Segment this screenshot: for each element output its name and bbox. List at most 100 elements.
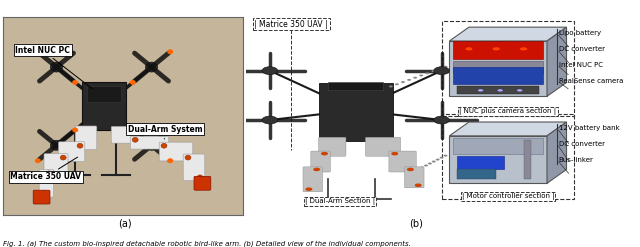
Polygon shape: [547, 122, 566, 183]
Text: DC converter: DC converter: [559, 46, 605, 52]
Ellipse shape: [407, 168, 414, 171]
Ellipse shape: [46, 171, 52, 176]
Text: Lipo battery: Lipo battery: [559, 30, 601, 36]
Ellipse shape: [444, 155, 447, 157]
Ellipse shape: [51, 62, 63, 72]
Text: | NUC plus camera section |: | NUC plus camera section |: [460, 108, 557, 115]
Ellipse shape: [145, 140, 157, 150]
Text: Intel NUC PC: Intel NUC PC: [15, 46, 92, 89]
Ellipse shape: [389, 85, 393, 87]
Ellipse shape: [161, 143, 167, 148]
Ellipse shape: [35, 158, 41, 163]
FancyBboxPatch shape: [58, 142, 84, 162]
Ellipse shape: [60, 155, 66, 160]
Ellipse shape: [419, 75, 423, 77]
Ellipse shape: [407, 79, 411, 81]
Ellipse shape: [431, 70, 435, 72]
Ellipse shape: [434, 67, 449, 75]
Ellipse shape: [167, 158, 173, 163]
FancyBboxPatch shape: [328, 82, 383, 90]
Ellipse shape: [395, 83, 399, 85]
Ellipse shape: [145, 62, 157, 72]
Polygon shape: [449, 27, 566, 41]
FancyBboxPatch shape: [453, 61, 543, 73]
Ellipse shape: [412, 170, 416, 172]
Ellipse shape: [130, 80, 136, 85]
Ellipse shape: [262, 116, 278, 124]
Ellipse shape: [305, 187, 312, 191]
Ellipse shape: [51, 140, 63, 150]
Ellipse shape: [520, 47, 527, 51]
Ellipse shape: [72, 127, 78, 132]
Ellipse shape: [424, 165, 428, 166]
Ellipse shape: [41, 191, 47, 196]
FancyBboxPatch shape: [453, 41, 543, 59]
FancyBboxPatch shape: [44, 154, 68, 177]
FancyBboxPatch shape: [404, 167, 424, 188]
Ellipse shape: [477, 89, 484, 92]
Ellipse shape: [434, 116, 449, 124]
Ellipse shape: [413, 77, 417, 79]
Ellipse shape: [465, 47, 473, 51]
Ellipse shape: [492, 47, 500, 51]
FancyBboxPatch shape: [389, 151, 416, 172]
Text: | Matrice 350 UAV |: | Matrice 350 UAV |: [255, 20, 328, 29]
Ellipse shape: [440, 157, 444, 159]
Ellipse shape: [428, 163, 432, 165]
Polygon shape: [449, 122, 566, 136]
FancyBboxPatch shape: [453, 67, 543, 84]
Text: Fig. 1. (a) The custom bio-inspired detachable robotic bird-like arm. (b) Detail: Fig. 1. (a) The custom bio-inspired deta…: [3, 241, 411, 247]
Text: DC converter: DC converter: [559, 141, 605, 147]
Ellipse shape: [420, 166, 424, 168]
Ellipse shape: [391, 152, 398, 155]
Text: (a): (a): [118, 218, 132, 228]
Ellipse shape: [438, 68, 442, 70]
FancyBboxPatch shape: [365, 137, 401, 156]
Ellipse shape: [416, 168, 420, 170]
Ellipse shape: [77, 143, 83, 148]
FancyBboxPatch shape: [311, 151, 330, 172]
Ellipse shape: [415, 184, 422, 187]
Ellipse shape: [444, 66, 447, 68]
Text: Matrice 350 UAV: Matrice 350 UAV: [10, 157, 81, 181]
Text: | Dual-Arm Section |: | Dual-Arm Section |: [305, 198, 375, 205]
FancyBboxPatch shape: [33, 190, 50, 204]
Ellipse shape: [72, 80, 78, 85]
Ellipse shape: [432, 161, 436, 163]
FancyBboxPatch shape: [131, 136, 169, 149]
Text: RealSense camera: RealSense camera: [559, 78, 623, 83]
FancyBboxPatch shape: [183, 154, 205, 181]
FancyBboxPatch shape: [83, 82, 125, 130]
FancyBboxPatch shape: [524, 140, 531, 179]
FancyBboxPatch shape: [159, 142, 193, 161]
Ellipse shape: [185, 155, 191, 160]
Ellipse shape: [497, 89, 503, 92]
FancyBboxPatch shape: [319, 83, 393, 141]
Text: 12V battery bank: 12V battery bank: [559, 125, 620, 131]
FancyBboxPatch shape: [449, 136, 547, 183]
FancyBboxPatch shape: [76, 126, 97, 150]
FancyBboxPatch shape: [87, 86, 121, 102]
Text: Intel NUC PC: Intel NUC PC: [559, 62, 603, 68]
Ellipse shape: [516, 89, 523, 92]
Ellipse shape: [401, 81, 405, 83]
FancyBboxPatch shape: [39, 169, 54, 197]
Ellipse shape: [132, 137, 138, 142]
FancyBboxPatch shape: [111, 126, 140, 143]
Text: Bus-linker: Bus-linker: [559, 157, 593, 163]
FancyBboxPatch shape: [319, 137, 346, 156]
FancyBboxPatch shape: [457, 169, 496, 179]
FancyBboxPatch shape: [194, 176, 211, 190]
FancyBboxPatch shape: [453, 138, 543, 154]
Text: | Motor controller section |: | Motor controller section |: [461, 193, 554, 200]
Ellipse shape: [35, 49, 41, 54]
Ellipse shape: [313, 168, 320, 171]
FancyBboxPatch shape: [303, 167, 323, 192]
FancyBboxPatch shape: [457, 156, 504, 169]
FancyBboxPatch shape: [457, 86, 539, 94]
Ellipse shape: [436, 159, 440, 161]
Ellipse shape: [408, 172, 412, 174]
Text: Dual-Arm System: Dual-Arm System: [128, 125, 203, 139]
Ellipse shape: [321, 152, 328, 155]
Text: (b): (b): [409, 218, 423, 228]
